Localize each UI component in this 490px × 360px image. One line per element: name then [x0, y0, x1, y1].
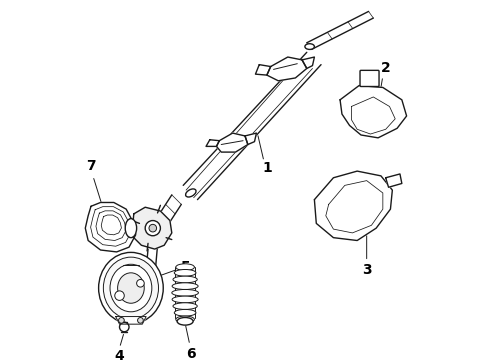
Ellipse shape: [172, 289, 198, 296]
Polygon shape: [315, 171, 392, 240]
Circle shape: [149, 224, 157, 232]
Circle shape: [115, 291, 124, 300]
Ellipse shape: [125, 219, 137, 238]
Ellipse shape: [118, 273, 144, 303]
Ellipse shape: [98, 252, 163, 324]
Ellipse shape: [186, 189, 196, 197]
Ellipse shape: [305, 44, 315, 49]
Ellipse shape: [173, 276, 197, 283]
Polygon shape: [386, 174, 402, 187]
Ellipse shape: [177, 318, 193, 325]
Polygon shape: [132, 207, 172, 249]
Ellipse shape: [103, 257, 158, 319]
Circle shape: [137, 279, 144, 287]
Ellipse shape: [110, 264, 152, 312]
Polygon shape: [267, 57, 307, 81]
Polygon shape: [206, 140, 220, 147]
Ellipse shape: [172, 296, 198, 303]
Ellipse shape: [173, 303, 197, 310]
Ellipse shape: [174, 270, 196, 276]
Text: 3: 3: [362, 263, 371, 277]
Polygon shape: [340, 86, 407, 138]
Circle shape: [119, 318, 124, 323]
Text: 7: 7: [86, 159, 96, 174]
Circle shape: [138, 318, 143, 323]
Text: 4: 4: [115, 348, 124, 360]
Text: 2: 2: [381, 62, 391, 76]
Polygon shape: [85, 202, 136, 252]
Circle shape: [120, 322, 129, 332]
Ellipse shape: [176, 264, 195, 270]
FancyBboxPatch shape: [360, 70, 379, 86]
Ellipse shape: [176, 316, 195, 323]
Ellipse shape: [172, 283, 198, 289]
Text: 5: 5: [181, 260, 191, 274]
Text: 6: 6: [186, 347, 196, 360]
Ellipse shape: [174, 310, 196, 316]
Circle shape: [145, 221, 160, 236]
Polygon shape: [245, 133, 256, 144]
Polygon shape: [302, 57, 315, 68]
Polygon shape: [116, 316, 146, 324]
Polygon shape: [217, 133, 248, 152]
Text: 1: 1: [262, 161, 272, 175]
Polygon shape: [255, 65, 270, 75]
